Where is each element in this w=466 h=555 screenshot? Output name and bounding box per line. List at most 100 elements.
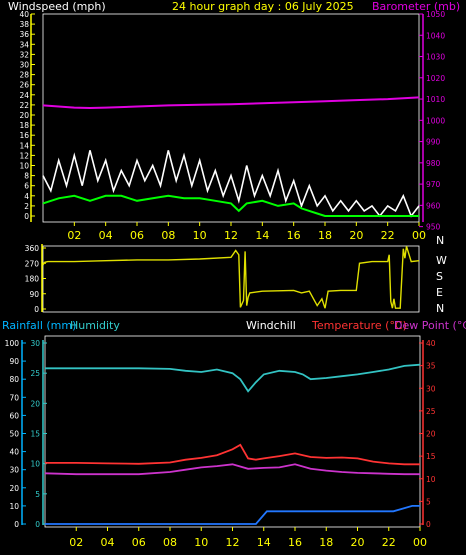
compass-label: N (436, 302, 444, 315)
barometer-tick-label: 1050 (426, 10, 445, 19)
temp-x-tick-label: 14 (257, 536, 271, 549)
wind-x-tick-label: 04 (99, 229, 113, 242)
compass-label: E (436, 286, 443, 299)
temp-x-tick-label: 02 (69, 536, 83, 549)
wind-tick-label: 26 (19, 81, 29, 90)
temp-x-ticks: 02 04 06 08 10 12 14 16 18 20 22 00 (69, 527, 427, 549)
wind-tick-label: 2 (24, 202, 29, 211)
wind-tick-label: 24 (19, 91, 29, 100)
temp-x-tick-label: 12 (226, 536, 240, 549)
wind-tick-label: 22 (19, 101, 29, 110)
wind-x-tick-label: 22 (381, 229, 395, 242)
rain-tick-label: 50 (9, 430, 19, 439)
humidity-tick-label: 0 (35, 520, 40, 529)
direction-tick-label: 360 (25, 244, 40, 253)
temp-plot-frame (44, 335, 421, 528)
temp-x-tick-label: 08 (163, 536, 177, 549)
compass-label: W (436, 254, 447, 267)
temp-x-tick-label: 06 (132, 536, 146, 549)
wind-x-tick-label: 12 (224, 229, 238, 242)
wind-tick-label: 36 (19, 30, 29, 39)
temperature-tick-label: 40 (426, 339, 436, 348)
rain-humidity-temperature-panel: 0 10 20 30 40 50 60 70 80 90 100 0 5 10 15 20 25 30 0 5 10… (5, 335, 436, 549)
rain-tick-label: 90 (9, 357, 19, 366)
temperature-tick-label: 5 (426, 497, 431, 506)
gust-line (42, 150, 420, 218)
barometer-tick-label: 970 (426, 180, 441, 189)
wind-x-tick-label: 10 (193, 229, 207, 242)
humidity-ticks: 0 5 10 15 20 25 30 (30, 339, 47, 529)
wind-tick-label: 10 (19, 162, 29, 171)
wind-tick-label: 40 (19, 10, 29, 19)
wind-tick-label: 20 (19, 111, 29, 120)
barometer-line (42, 96, 420, 110)
humidity-tick-label: 10 (30, 460, 40, 469)
barometer-tick-label: 980 (426, 159, 441, 168)
wind-x-tick-label: 20 (349, 229, 363, 242)
temperature-tick-label: 35 (426, 362, 436, 371)
windchill-label: Windchill (246, 319, 296, 332)
wind-x-tick-label: 06 (130, 229, 144, 242)
wind-x-tick-label: 16 (287, 229, 301, 242)
barometer-tick-label: 1030 (426, 53, 445, 62)
wind-tick-label: 32 (19, 50, 29, 59)
barometer-tick-label: 960 (426, 201, 441, 210)
compass-label: N (436, 234, 444, 247)
temp-x-tick-label: 00 (413, 536, 427, 549)
compass-label: S (436, 270, 443, 283)
temp-x-tick-label: 22 (382, 536, 396, 549)
wind-tick-label: 38 (19, 20, 29, 29)
rain-tick-label: 20 (9, 484, 19, 493)
wind-tick-label: 14 (19, 141, 29, 150)
chart-title: 24 hour graph day : 06 July 2025 (172, 0, 354, 13)
barometer-tick-label: 1010 (426, 95, 445, 104)
humidity-axis-label: Humidity (70, 319, 120, 332)
temperature-tick-label: 10 (426, 475, 436, 484)
direction-tick-label: 180 (25, 275, 40, 284)
temp-x-tick-label: 16 (288, 536, 302, 549)
temperature-axis-label: Temperature (°C) (311, 319, 407, 332)
humidity-tick-label: 25 (30, 369, 40, 378)
wind-tick-label: 30 (19, 61, 29, 70)
rain-line (45, 504, 420, 525)
rain-tick-label: 60 (9, 411, 19, 420)
wind-tick-label: 16 (19, 131, 29, 140)
temp-x-tick-label: 10 (194, 536, 208, 549)
wind-x-tick-label: 18 (318, 229, 332, 242)
rainfall-ticks: 0 10 20 30 40 50 60 70 80 90 100 (5, 339, 26, 529)
temperature-line (45, 443, 420, 466)
barometer-tick-label: 990 (426, 138, 441, 147)
wind-tick-label: 18 (19, 121, 29, 130)
barometer-tick-label: 950 (426, 223, 441, 232)
rain-tick-label: 30 (9, 466, 19, 475)
temperature-tick-label: 15 (426, 452, 436, 461)
barometer-tick-label: 1020 (426, 74, 445, 83)
wind-x-tick-label: 14 (255, 229, 269, 242)
temp-x-tick-label: 18 (319, 536, 333, 549)
temp-x-tick-label: 20 (351, 536, 365, 549)
direction-tick-label: 270 (25, 259, 40, 268)
rain-tick-label: 0 (14, 520, 19, 529)
temperature-tick-label: 30 (426, 384, 436, 393)
temp-series (44, 363, 421, 525)
avg_wind-line (42, 194, 419, 217)
dewpoint-line (44, 463, 420, 476)
temperature-tick-label: 0 (426, 520, 431, 529)
wind-x-tick-label: 00 (412, 229, 426, 242)
temperature-ticks: 0 5 10 15 20 25 30 35 40 (419, 339, 436, 529)
temp-x-tick-label: 04 (101, 536, 115, 549)
rain-tick-label: 100 (5, 339, 20, 348)
dewpoint-axis-label: Dew Point (°C) (394, 319, 466, 332)
humidity-tick-label: 5 (35, 490, 40, 499)
wind-tick-label: 4 (24, 192, 29, 201)
humidity-tick-label: 20 (30, 399, 40, 408)
wind-tick-label: 8 (24, 172, 29, 181)
barometer-axis-label: Barometer (mb) (372, 0, 460, 13)
wind-tick-label: 34 (19, 40, 29, 49)
